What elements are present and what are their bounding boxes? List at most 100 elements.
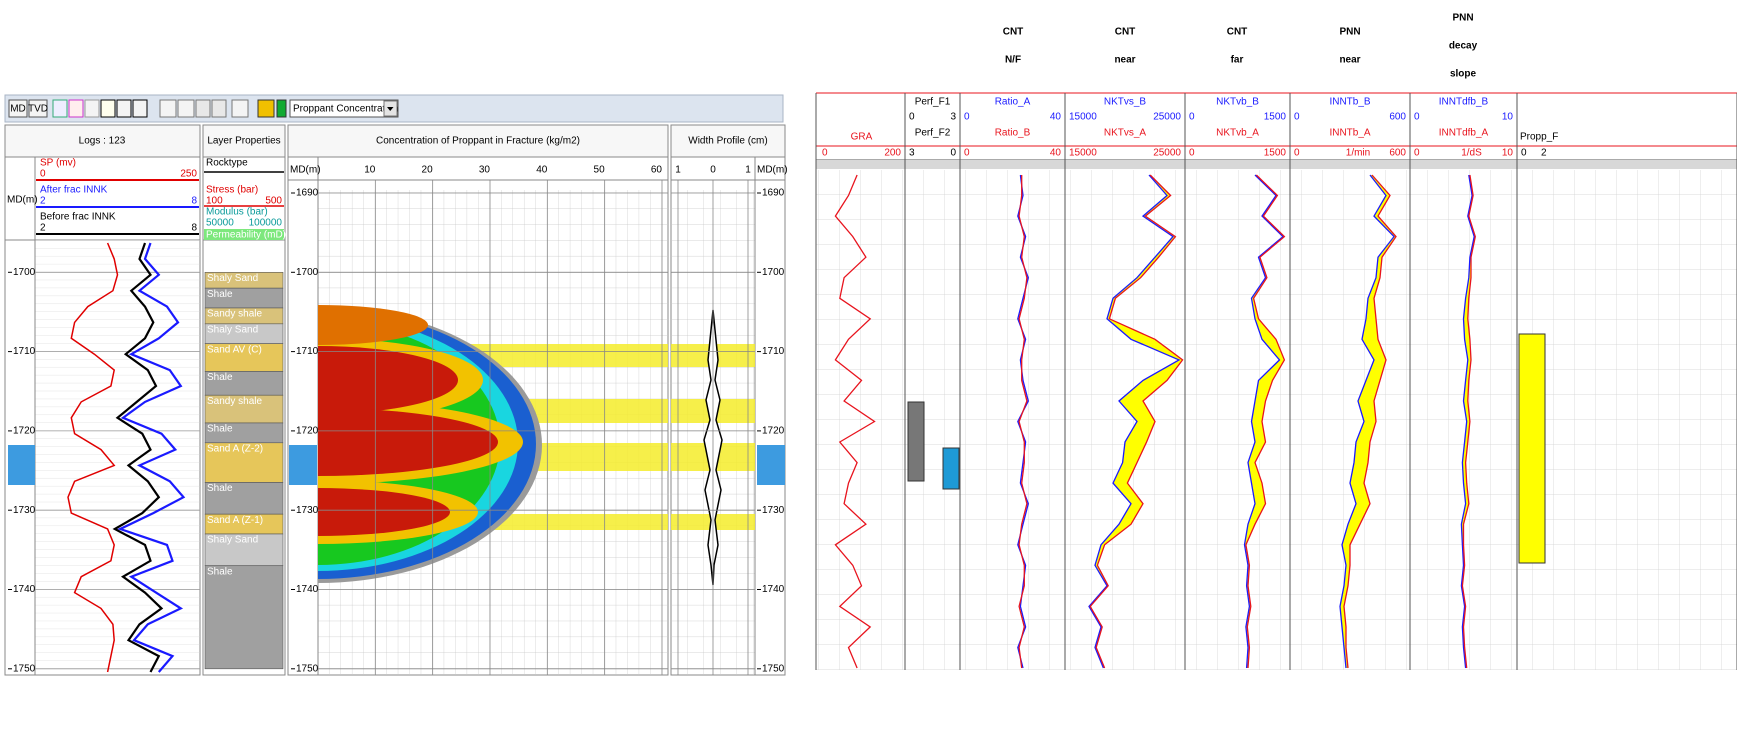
scale-max: 100000 — [249, 218, 283, 229]
scale-min: 0 — [1414, 112, 1420, 123]
panel-title: decay — [1449, 41, 1478, 52]
depth-label: 1720 — [762, 426, 785, 437]
scale-min: 0 — [1189, 112, 1195, 123]
layer-label: Sand A (Z-2) — [207, 443, 263, 454]
scale-max: 1500 — [1264, 112, 1287, 123]
panel-title: near — [1339, 55, 1360, 66]
panel-title: PNN — [1452, 13, 1473, 24]
tool-icon[interactable] — [160, 100, 176, 117]
track-title: Concentration of Proppant in Fracture (k… — [376, 136, 580, 147]
layer-label: Shale — [207, 372, 233, 383]
scale-max: 600 — [1389, 112, 1406, 123]
logs-grid — [35, 240, 200, 675]
x-tick-label: 0 — [710, 165, 716, 176]
scale-min: 2 — [40, 196, 46, 207]
perforation-1 — [908, 402, 924, 481]
curve-name: NKTvs_B — [1104, 97, 1147, 108]
header-separator — [816, 160, 1737, 169]
tool-icon[interactable] — [196, 100, 210, 117]
scale-max: 25000 — [1153, 112, 1181, 123]
tool-icon[interactable] — [69, 100, 83, 117]
panel-title: N/F — [1005, 55, 1021, 66]
scale-max: 1500 — [1264, 148, 1287, 159]
scale-max: 40 — [1050, 112, 1062, 123]
track-title: Layer Properties — [207, 136, 280, 147]
panel-title: slope — [1450, 69, 1477, 80]
scale-max: 8 — [191, 223, 197, 234]
track-title: Width Profile (cm) — [688, 136, 767, 147]
depth-label: 1700 — [296, 267, 319, 278]
color-icon[interactable] — [277, 100, 286, 117]
panel-title: far — [1231, 55, 1244, 66]
tool-icon[interactable] — [117, 100, 131, 117]
curve-name: NKTvs_A — [1104, 128, 1147, 139]
right-panel — [816, 93, 1737, 670]
depth-axis-label: MD(m) — [7, 195, 38, 206]
curve-name: Stress (bar) — [206, 185, 258, 196]
scale-min: 0 — [1414, 148, 1420, 159]
x-tick-label: 10 — [364, 165, 376, 176]
tool-icon[interactable] — [85, 100, 99, 117]
curve-name: Perf_F1 — [915, 97, 951, 108]
curve-name: Propp_F — [1520, 132, 1558, 143]
perforation-band — [757, 445, 785, 485]
curve-name: INNTdfb_A — [1439, 128, 1489, 139]
curve-name: Ratio_B — [995, 128, 1031, 139]
layer-label: Shale — [207, 566, 233, 577]
depth-label: 1700 — [762, 267, 785, 278]
scale-max: 200 — [884, 148, 901, 159]
tool-icon[interactable] — [101, 100, 115, 117]
scale-max: 0 — [950, 148, 956, 159]
depth-label: 1740 — [13, 584, 36, 595]
tool-icon[interactable] — [258, 100, 274, 117]
layer-label: Sand A (Z-1) — [207, 515, 263, 526]
tool-icon[interactable] — [53, 100, 67, 117]
scale-max: 250 — [180, 169, 197, 180]
curve-name: Before frac INNK — [40, 212, 116, 223]
depth-label: 1730 — [762, 505, 785, 516]
curve-name: INNTb_A — [1329, 128, 1370, 139]
scale-max: 600 — [1389, 148, 1406, 159]
panel-title: near — [1114, 55, 1135, 66]
panel-title: CNT — [1115, 27, 1136, 38]
depth-label: 1740 — [296, 584, 319, 595]
layer-label: Sand AV (C) — [207, 344, 262, 355]
scale-min: 0 — [822, 148, 828, 159]
x-tick-label: 20 — [422, 165, 434, 176]
scale-min: 0 — [1294, 112, 1300, 123]
dropdown-label[interactable]: Proppant Concentration — [293, 104, 399, 115]
tool-icon[interactable] — [232, 100, 248, 117]
depth-label: 1710 — [296, 346, 319, 357]
scale-min: 0 — [1189, 148, 1195, 159]
curve-name: Modulus (bar) — [206, 207, 268, 218]
layer — [205, 566, 283, 669]
depth-label: 1690 — [762, 188, 785, 199]
depth-label: 1690 — [296, 188, 319, 199]
md-button-label[interactable]: MD — [10, 104, 26, 115]
curve-name: GRA — [851, 132, 873, 143]
tool-icon[interactable] — [212, 100, 226, 117]
curve-name: Ratio_A — [995, 97, 1031, 108]
panel-title: PNN — [1339, 27, 1360, 38]
scale-min: 0 — [1294, 148, 1300, 159]
log-grid — [816, 170, 1737, 670]
depth-label: 1730 — [13, 505, 36, 516]
proppant-interval — [1519, 334, 1545, 563]
depth-label: 1720 — [296, 426, 319, 437]
scale-min: 0 — [909, 112, 915, 123]
curve-name: INNTb_B — [1329, 97, 1370, 108]
tool-icon[interactable] — [133, 100, 147, 117]
scale-max: 500 — [265, 196, 282, 207]
panel-title: CNT — [1003, 27, 1024, 38]
tool-icon[interactable] — [178, 100, 194, 117]
tvd-button-label[interactable]: TVD — [28, 104, 48, 115]
layer-label: Shaly Sand — [207, 324, 258, 335]
x-tick-label: 50 — [594, 165, 606, 176]
scale-max: 8 — [191, 196, 197, 207]
scale-min: 0 — [964, 148, 970, 159]
scale-min: 0 — [964, 112, 970, 123]
depth-label: 1750 — [13, 663, 36, 674]
depth-axis-label: MD(m) — [757, 165, 788, 176]
curve-name: Perf_F2 — [915, 128, 951, 139]
scale-max: 3 — [950, 112, 956, 123]
